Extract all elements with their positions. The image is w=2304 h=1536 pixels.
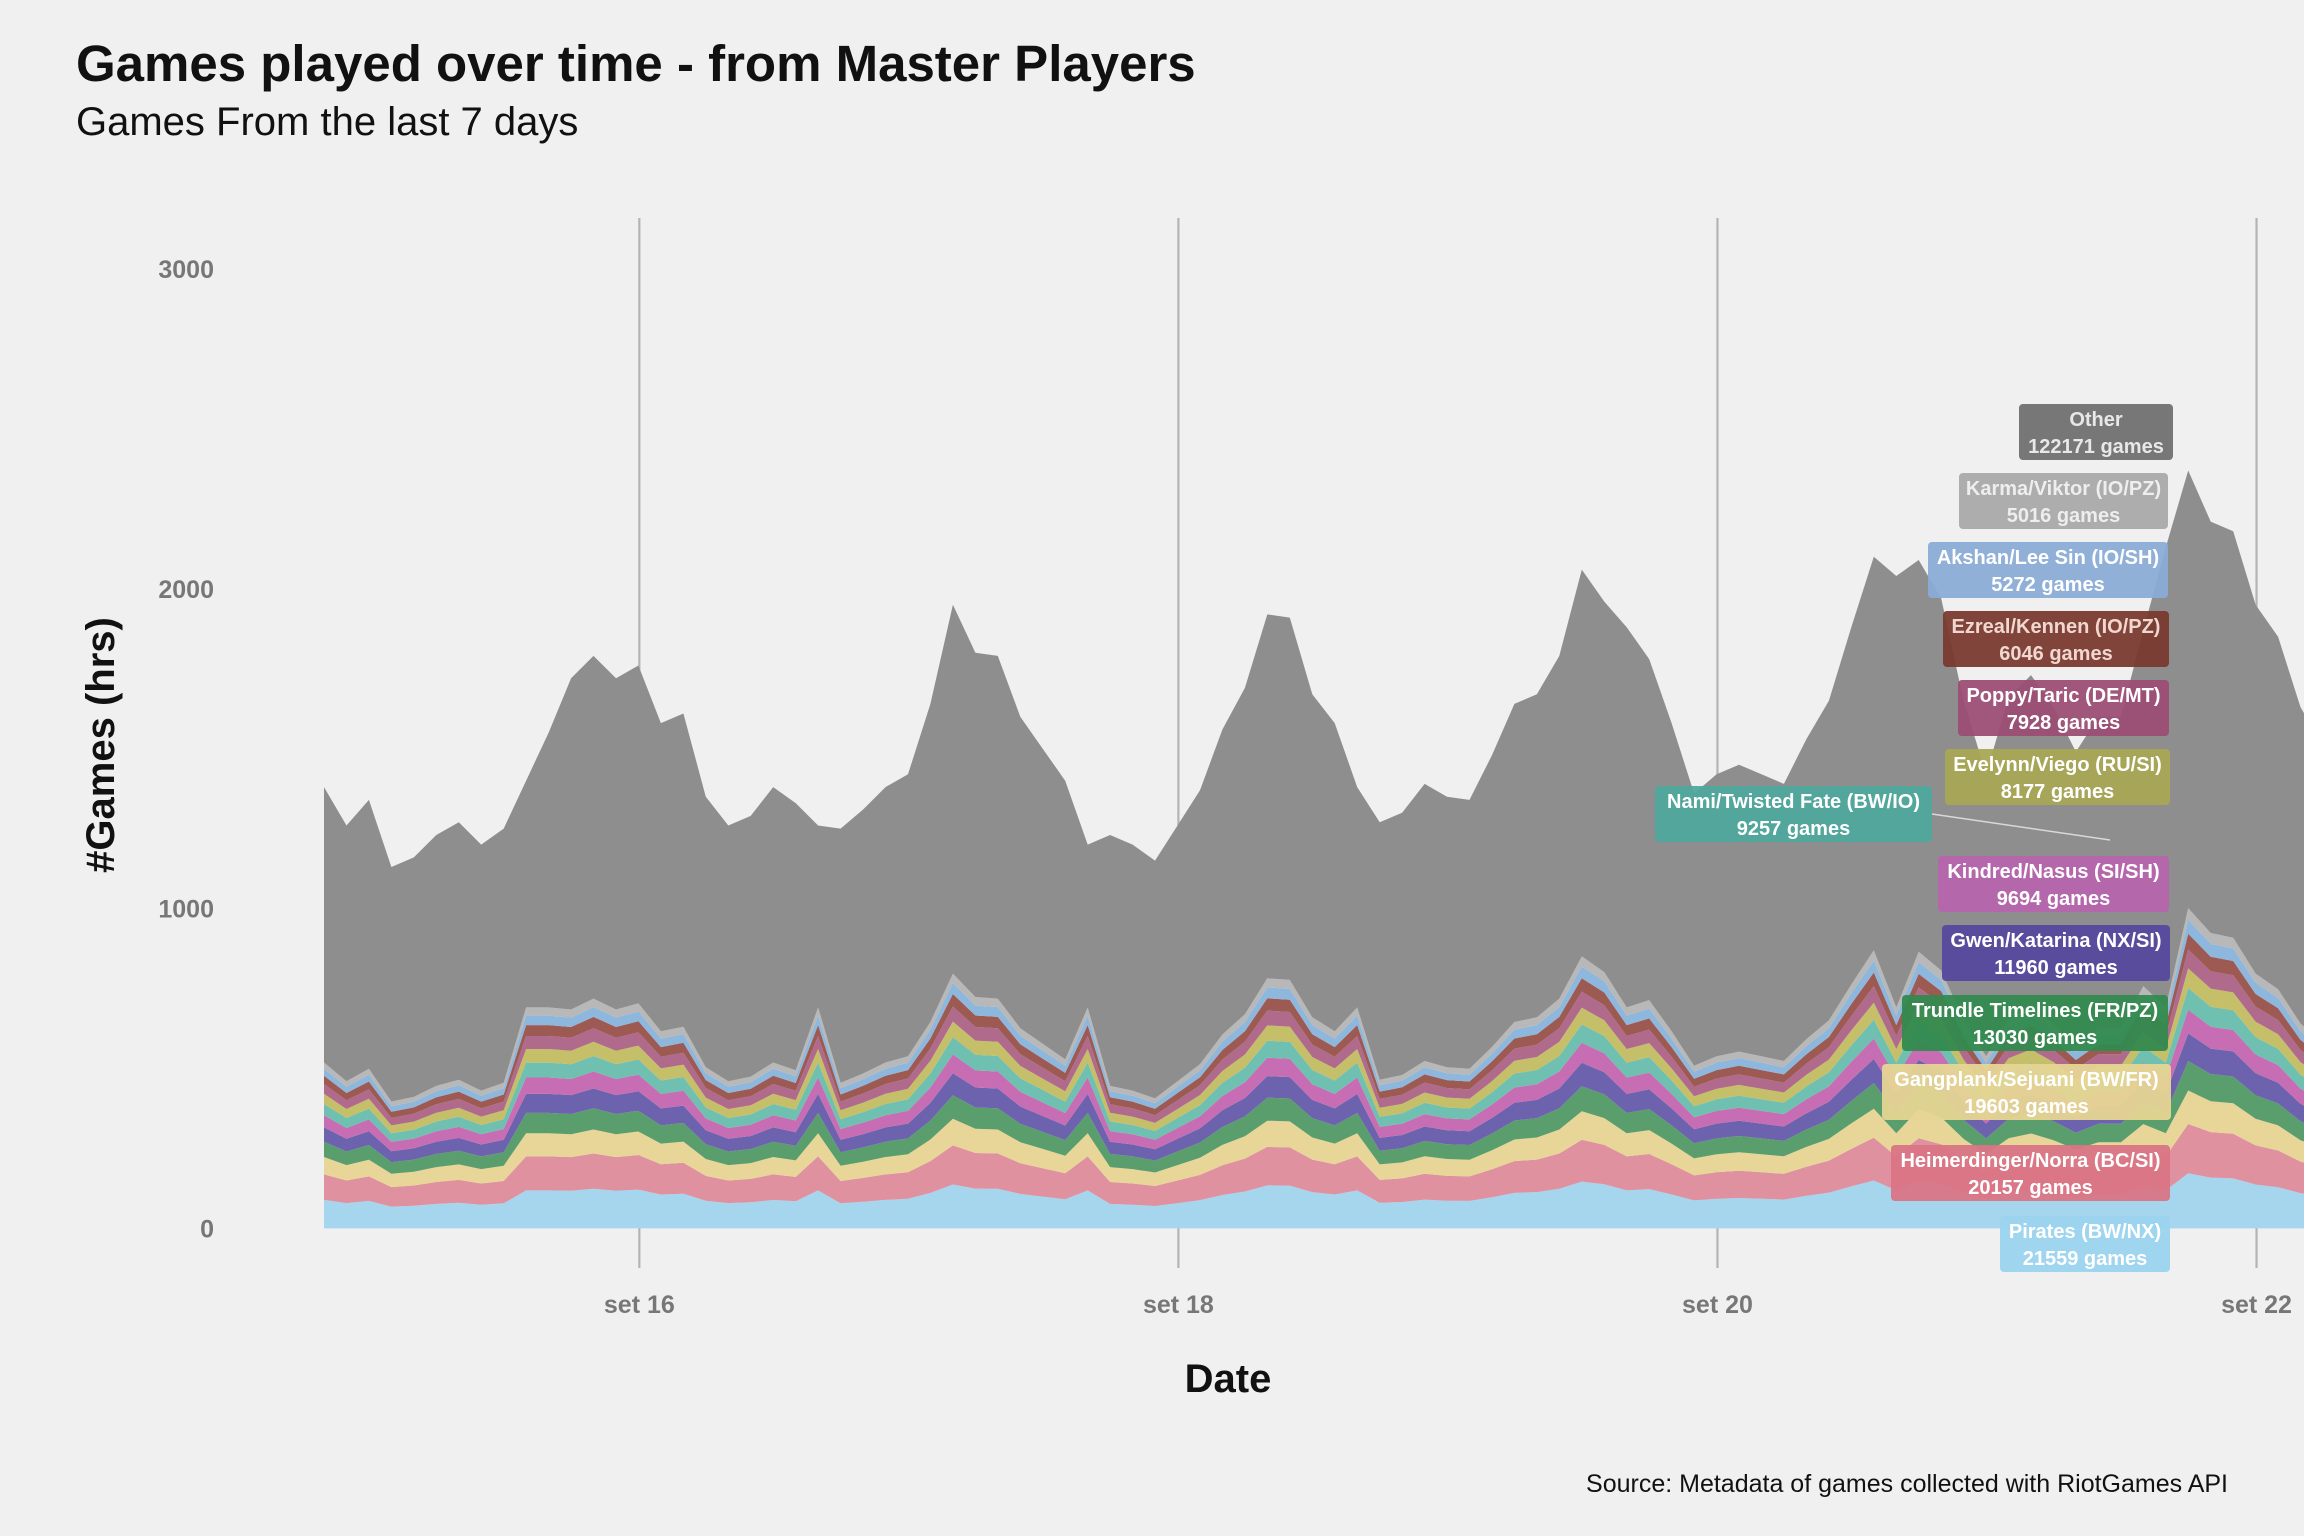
label-box-bg (1958, 680, 2169, 736)
y-tick-label: 0 (200, 1215, 214, 1243)
label-box-series-name: Trundle Timelines (FR/PZ) (1912, 1000, 2158, 1022)
y-tick-label: 2000 (158, 576, 214, 604)
label-box-series-name: Ezreal/Kennen (IO/PZ) (1952, 616, 2161, 638)
x-axis-title: Date (1185, 1357, 1272, 1401)
series-label-box: Ezreal/Kennen (IO/PZ) 6046 games (1943, 611, 2169, 667)
label-box-games: 7928 games (2007, 712, 2120, 734)
series-label-box: Akshan/Lee Sin (IO/SH) 5272 games (1928, 542, 2168, 598)
leader-layer (1931, 813, 2111, 841)
label-box-bg (1882, 1064, 2171, 1120)
series-label-box: Other 122171 games (2019, 404, 2173, 460)
label-leader-line (1931, 813, 2111, 841)
label-box-bg (2019, 404, 2173, 460)
area-series (324, 1173, 2304, 1229)
label-box-series-name: Evelynn/Viego (RU/SI) (1953, 754, 2162, 776)
series-label-box: Gangplank/Sejuani (BW/FR) 19603 games (1882, 1064, 2171, 1120)
label-box-series-name: Kindred/Nasus (SI/SH) (1947, 861, 2159, 883)
label-box-games: 20157 games (1968, 1177, 2093, 1199)
area-series (324, 1061, 2304, 1174)
label-box-bg (1945, 749, 2170, 805)
chart-title: Games played over time - from Master Pla… (76, 35, 1196, 92)
label-box-games: 21559 games (2023, 1248, 2148, 1270)
series-label-box: Nami/Twisted Fate (BW/IO) 9257 games (1655, 786, 1932, 842)
label-box-series-name: Pirates (BW/NX) (2009, 1221, 2161, 1243)
label-box-series-name: Gwen/Katarina (NX/SI) (1950, 930, 2161, 952)
y-tick-label: 3000 (158, 256, 214, 284)
chart-subtitle: Games From the last 7 days (76, 100, 579, 144)
series-label-box: Trundle Timelines (FR/PZ) 13030 games (1902, 995, 2168, 1051)
label-box-games: 11960 games (1994, 957, 2117, 979)
y-axis-title: #Games (hrs) (79, 617, 123, 873)
label-box-games: 19603 games (1964, 1096, 2089, 1118)
x-tick-label: set 18 (1143, 1291, 1214, 1319)
label-box-bg (1938, 856, 2169, 912)
legend-box-layer: Other 122171 games Karma/Viktor (IO/PZ) 501… (1655, 404, 2173, 1272)
area-series (324, 470, 2304, 1102)
label-box-bg (1891, 1145, 2170, 1201)
label-box-games: 6046 games (1999, 643, 2112, 665)
label-box-games: 8177 games (2001, 781, 2114, 803)
label-box-bg (1928, 542, 2168, 598)
label-box-bg (1943, 611, 2169, 667)
label-box-bg (1655, 786, 1932, 842)
chart-caption: Source: Metadata of games collected with… (1586, 1470, 2228, 1498)
tick-layer: set 16 set 18 set 20 set 22 0 1000 2000 3000 (158, 256, 2292, 1319)
label-box-series-name: Other (2069, 409, 2123, 431)
series-label-box: Gwen/Katarina (NX/SI) 11960 games (1942, 925, 2170, 981)
label-box-games: 9694 games (1997, 888, 2110, 910)
label-box-bg (2000, 1216, 2170, 1272)
area-layer (324, 470, 2304, 1229)
series-label-box: Karma/Viktor (IO/PZ) 5016 games (1959, 473, 2168, 529)
series-label-box: Evelynn/Viego (RU/SI) 8177 games (1945, 749, 2170, 805)
label-box-bg (1902, 995, 2168, 1051)
label-box-series-name: Karma/Viktor (IO/PZ) (1966, 478, 2161, 500)
series-label-box: Kindred/Nasus (SI/SH) 9694 games (1938, 856, 2169, 912)
series-label-box: Heimerdinger/Norra (BC/SI) 20157 games (1891, 1145, 2170, 1201)
label-box-games: 122171 games (2028, 436, 2164, 458)
x-tick-label: set 22 (2221, 1291, 2292, 1319)
area-series (324, 1090, 2304, 1188)
label-box-series-name: Poppy/Taric (DE/MT) (1966, 685, 2160, 707)
label-box-games: 9257 games (1737, 818, 1850, 840)
label-box-games: 5272 games (1991, 574, 2104, 596)
label-box-bg (1959, 473, 2168, 529)
label-box-bg (1942, 925, 2170, 981)
label-box-games: 13030 games (1973, 1027, 2098, 1049)
series-label-box: Pirates (BW/NX) 21559 games (2000, 1216, 2170, 1272)
label-box-games: 5016 games (2007, 505, 2120, 527)
y-tick-label: 1000 (158, 896, 214, 924)
area-series (324, 1124, 2304, 1207)
x-tick-label: set 20 (1682, 1291, 1753, 1319)
label-box-series-name: Akshan/Lee Sin (IO/SH) (1937, 547, 2159, 569)
label-box-series-name: Heimerdinger/Norra (BC/SI) (1900, 1150, 2160, 1172)
x-tick-label: set 16 (604, 1291, 675, 1319)
series-label-box: Poppy/Taric (DE/MT) 7928 games (1958, 680, 2169, 736)
label-box-series-name: Nami/Twisted Fate (BW/IO) (1667, 791, 1920, 813)
label-box-series-name: Gangplank/Sejuani (BW/FR) (1894, 1069, 2158, 1091)
